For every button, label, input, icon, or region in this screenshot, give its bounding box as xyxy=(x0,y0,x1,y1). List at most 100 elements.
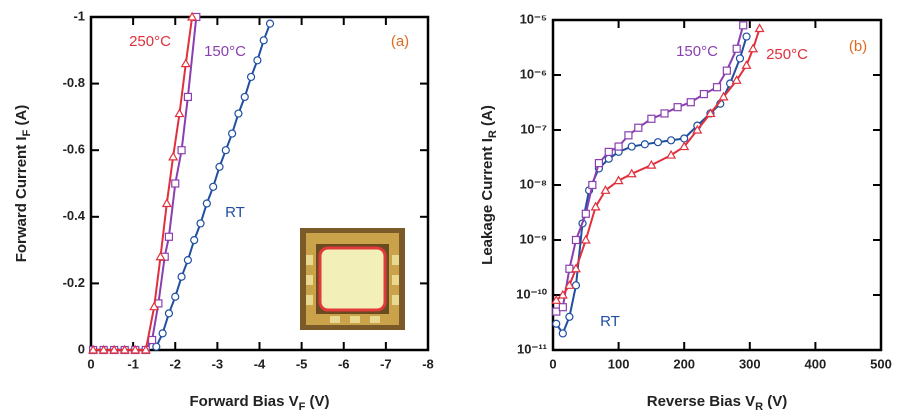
x-axis-label-part: R xyxy=(755,401,763,413)
annotation: RT xyxy=(600,313,620,330)
marker xyxy=(673,103,682,112)
x-tick-label: 500 xyxy=(870,356,892,371)
marker xyxy=(666,136,676,145)
y-axis-label-part: F xyxy=(21,129,33,136)
marker xyxy=(196,219,205,228)
marker xyxy=(624,131,633,140)
y-tick-label: 10⁻⁶ xyxy=(520,66,547,81)
marker xyxy=(646,159,657,169)
marker xyxy=(754,23,765,33)
annotation: 250°C xyxy=(129,33,171,50)
marker xyxy=(221,146,230,155)
marker xyxy=(98,344,109,354)
marker xyxy=(588,180,597,190)
marker xyxy=(686,98,695,107)
x-tick-label: -8 xyxy=(422,356,434,371)
x-tick-label: 0 xyxy=(549,356,556,371)
marker xyxy=(119,344,130,354)
y-axis-label: Leakage Current IR (A) xyxy=(479,105,499,265)
marker xyxy=(581,209,590,218)
marker xyxy=(253,56,262,65)
marker xyxy=(187,11,198,21)
marker xyxy=(558,303,567,312)
y-tick-label: 10⁻⁸ xyxy=(520,176,547,191)
y-tick-label: -0.4 xyxy=(63,208,86,223)
marker xyxy=(634,123,643,132)
marker xyxy=(731,75,742,84)
marker xyxy=(594,159,604,168)
marker xyxy=(183,255,192,265)
marker xyxy=(161,198,172,208)
y-tick-label: 0 xyxy=(78,341,85,356)
y-tick-label: -0.8 xyxy=(63,75,85,90)
marker xyxy=(164,232,174,241)
marker xyxy=(558,329,567,338)
marker xyxy=(739,21,748,30)
marker xyxy=(228,129,237,138)
annotation: 150°C xyxy=(204,43,246,60)
y-tick-label: 10⁻⁵ xyxy=(520,11,547,26)
annotation: (a) xyxy=(391,33,409,50)
marker xyxy=(741,60,752,69)
y-axis-label: Forward Current IF (A) xyxy=(13,105,33,263)
annotation: (b) xyxy=(849,38,867,55)
marker xyxy=(613,175,624,185)
marker xyxy=(557,289,568,299)
marker xyxy=(171,292,180,301)
marker xyxy=(732,44,741,53)
marker xyxy=(735,54,745,63)
x-axis-label-part: F xyxy=(299,401,306,413)
marker xyxy=(152,342,161,351)
x-tick-label: -1 xyxy=(127,356,139,371)
marker xyxy=(722,66,731,75)
marker xyxy=(174,108,185,118)
annotation: RT xyxy=(225,204,245,221)
marker xyxy=(604,154,613,163)
annotation: 250°C xyxy=(766,46,808,63)
x-axis-label: Reverse Bias VR (V) xyxy=(647,393,788,413)
x-tick-label: -2 xyxy=(169,356,181,371)
x-tick-label: 0 xyxy=(87,356,94,371)
y-axis-label-part: Leakage Current I xyxy=(479,138,496,265)
x-tick-label: 100 xyxy=(608,356,630,371)
marker xyxy=(171,179,180,188)
marker xyxy=(660,109,669,118)
marker xyxy=(551,295,562,304)
x-tick-label: -6 xyxy=(338,356,350,371)
marker xyxy=(692,124,703,134)
marker xyxy=(571,235,581,245)
marker xyxy=(209,182,218,191)
marker xyxy=(164,309,174,318)
marker xyxy=(640,140,649,149)
y-tick-label: -0.2 xyxy=(63,275,85,290)
y-tick-label: 10⁻⁷ xyxy=(520,121,547,136)
marker xyxy=(149,301,160,311)
marker xyxy=(718,91,729,101)
marker xyxy=(109,344,120,354)
inset-photo xyxy=(300,228,405,330)
marker xyxy=(627,142,636,151)
y-axis-label-part: (A) xyxy=(479,105,496,130)
marker xyxy=(88,344,99,354)
marker xyxy=(552,307,561,316)
x-axis-label: Forward Bias VF (V) xyxy=(189,393,329,413)
marker xyxy=(183,92,192,102)
marker xyxy=(705,108,716,118)
marker xyxy=(147,335,157,345)
marker xyxy=(168,151,179,161)
y-tick-label: 10⁻⁹ xyxy=(520,231,548,246)
marker xyxy=(140,344,151,354)
x-tick-label: -7 xyxy=(380,356,392,371)
marker xyxy=(130,344,141,354)
marker xyxy=(580,234,591,244)
marker xyxy=(748,43,759,53)
marker xyxy=(699,89,708,99)
marker xyxy=(590,201,601,211)
y-tick-label: -1 xyxy=(73,8,85,23)
y-tick-label: -0.6 xyxy=(63,142,85,157)
x-tick-label: 300 xyxy=(739,356,761,371)
marker xyxy=(742,32,751,41)
marker xyxy=(570,263,581,273)
marker xyxy=(265,19,275,28)
